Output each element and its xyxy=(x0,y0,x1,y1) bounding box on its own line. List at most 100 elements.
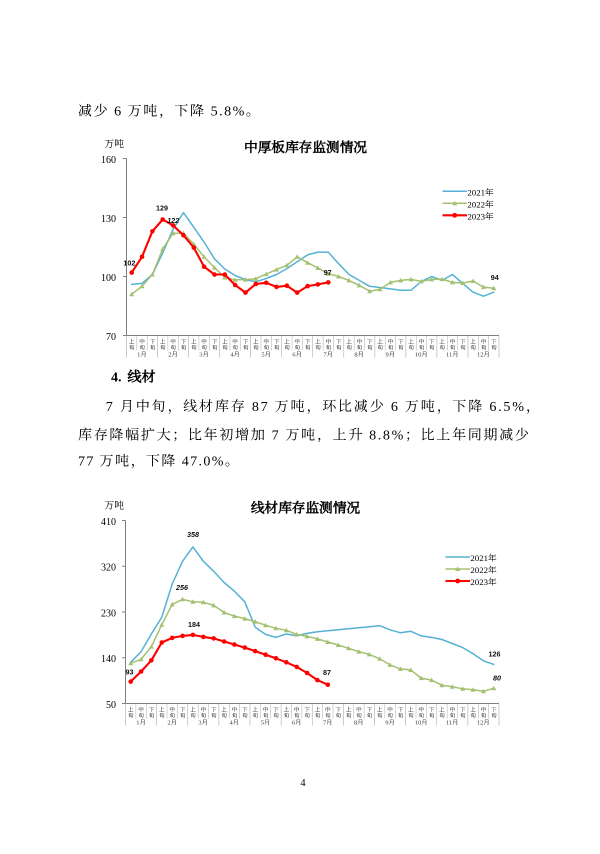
svg-text:旬: 旬 xyxy=(181,343,187,351)
svg-text:4月: 4月 xyxy=(230,350,240,359)
svg-text:3月: 3月 xyxy=(199,350,209,359)
svg-text:4: 4 xyxy=(300,774,306,789)
svg-text:旬: 旬 xyxy=(159,711,165,719)
svg-text:万吨: 万吨 xyxy=(105,136,125,150)
svg-text:旬: 旬 xyxy=(304,711,310,719)
svg-text:下: 下 xyxy=(491,705,497,713)
svg-text:旬: 旬 xyxy=(439,343,445,351)
svg-text:上: 上 xyxy=(377,337,383,345)
svg-text:下: 下 xyxy=(429,337,435,345)
svg-text:旬: 旬 xyxy=(315,711,321,719)
svg-text:旬: 旬 xyxy=(481,711,487,719)
svg-text:下: 下 xyxy=(211,705,217,713)
svg-text:9月: 9月 xyxy=(385,718,395,727)
svg-text:中: 中 xyxy=(294,337,300,345)
svg-text:140: 140 xyxy=(101,650,116,665)
svg-text:旬: 旬 xyxy=(305,343,311,351)
svg-text:中: 中 xyxy=(294,705,300,713)
svg-text:下: 下 xyxy=(212,337,218,345)
svg-text:旬: 旬 xyxy=(470,711,476,719)
svg-text:上: 上 xyxy=(128,705,134,713)
svg-text:下: 下 xyxy=(460,337,466,345)
svg-text:下: 下 xyxy=(149,705,155,713)
svg-text:中: 中 xyxy=(325,337,331,345)
svg-text:上: 上 xyxy=(129,337,135,345)
svg-text:上: 上 xyxy=(191,337,197,345)
svg-text:上: 上 xyxy=(159,705,165,713)
svg-text:旬: 旬 xyxy=(253,343,259,351)
svg-text:旬: 旬 xyxy=(243,343,249,351)
svg-text:9月: 9月 xyxy=(386,350,396,359)
svg-text:上: 上 xyxy=(346,337,352,345)
svg-text:旬: 旬 xyxy=(470,343,476,351)
svg-text:旬: 旬 xyxy=(356,343,362,351)
svg-text:旬: 旬 xyxy=(283,711,289,719)
svg-text:3月: 3月 xyxy=(198,718,208,727)
svg-text:358: 358 xyxy=(187,530,199,539)
svg-text:下: 下 xyxy=(273,705,279,713)
svg-text:旬: 旬 xyxy=(356,711,362,719)
svg-text:旬: 旬 xyxy=(180,711,186,719)
svg-text:旬: 旬 xyxy=(252,711,258,719)
svg-text:旬: 旬 xyxy=(160,343,166,351)
svg-text:中: 中 xyxy=(201,337,207,345)
svg-text:旬: 旬 xyxy=(367,343,373,351)
svg-text:旬: 旬 xyxy=(263,711,269,719)
svg-text:230: 230 xyxy=(101,604,116,619)
svg-text:上: 上 xyxy=(439,705,445,713)
svg-text:下: 下 xyxy=(460,705,466,713)
svg-text:旬: 旬 xyxy=(212,343,218,351)
svg-text:中: 中 xyxy=(450,337,456,345)
svg-text:下: 下 xyxy=(398,705,404,713)
svg-text:旬: 旬 xyxy=(429,711,435,719)
svg-text:旬: 旬 xyxy=(388,343,394,351)
svg-text:下: 下 xyxy=(181,337,187,345)
svg-text:2月: 2月 xyxy=(167,718,177,727)
svg-text:下: 下 xyxy=(150,337,156,345)
svg-text:2022年: 2022年 xyxy=(470,563,497,576)
svg-text:下: 下 xyxy=(242,705,248,713)
svg-text:256: 256 xyxy=(175,583,189,592)
svg-text:中: 中 xyxy=(232,705,238,713)
svg-text:上: 上 xyxy=(252,705,258,713)
svg-text:旬: 旬 xyxy=(325,711,331,719)
svg-text:旬: 旬 xyxy=(387,711,393,719)
svg-text:129: 129 xyxy=(156,204,168,213)
svg-text:旬: 旬 xyxy=(191,343,197,351)
svg-text:下: 下 xyxy=(367,337,373,345)
svg-text:50: 50 xyxy=(106,696,116,711)
svg-text:旬: 旬 xyxy=(408,343,414,351)
svg-text:中: 中 xyxy=(139,337,145,345)
svg-text:中: 中 xyxy=(418,705,424,713)
svg-text:中: 中 xyxy=(356,705,362,713)
svg-text:库存降幅扩大；比年初增加 7 万吨，上升 8.8%；比上年同: 库存降幅扩大；比年初增加 7 万吨，上升 8.8%；比上年同期减少 xyxy=(78,425,529,445)
svg-text:1月: 1月 xyxy=(137,350,147,359)
svg-text:2022年: 2022年 xyxy=(467,197,494,210)
svg-text:10月: 10月 xyxy=(415,718,428,727)
svg-text:旬: 旬 xyxy=(481,343,487,351)
svg-text:旬: 旬 xyxy=(450,343,456,351)
svg-text:下: 下 xyxy=(243,337,249,345)
svg-text:上: 上 xyxy=(470,705,476,713)
svg-text:11月: 11月 xyxy=(446,718,459,727)
svg-text:中: 中 xyxy=(170,337,176,345)
svg-text:4.: 4. xyxy=(111,366,122,386)
svg-text:下: 下 xyxy=(336,337,342,345)
svg-text:旬: 旬 xyxy=(346,711,352,719)
svg-text:1月: 1月 xyxy=(136,718,146,727)
svg-text:旬: 旬 xyxy=(128,711,134,719)
svg-text:下: 下 xyxy=(398,337,404,345)
svg-text:旬: 旬 xyxy=(150,343,156,351)
svg-text:中: 中 xyxy=(169,705,175,713)
svg-text:93: 93 xyxy=(126,668,134,677)
svg-text:旬: 旬 xyxy=(138,711,144,719)
svg-text:旬: 旬 xyxy=(429,343,435,351)
svg-text:77 万吨，下降 47.0%。: 77 万吨，下降 47.0%。 xyxy=(78,451,239,471)
svg-text:旬: 旬 xyxy=(346,343,352,351)
svg-text:旬: 旬 xyxy=(221,711,227,719)
svg-text:70: 70 xyxy=(106,328,116,343)
svg-text:下: 下 xyxy=(429,705,435,713)
svg-text:旬: 旬 xyxy=(149,711,155,719)
svg-text:上: 上 xyxy=(283,705,289,713)
svg-text:中: 中 xyxy=(263,705,269,713)
